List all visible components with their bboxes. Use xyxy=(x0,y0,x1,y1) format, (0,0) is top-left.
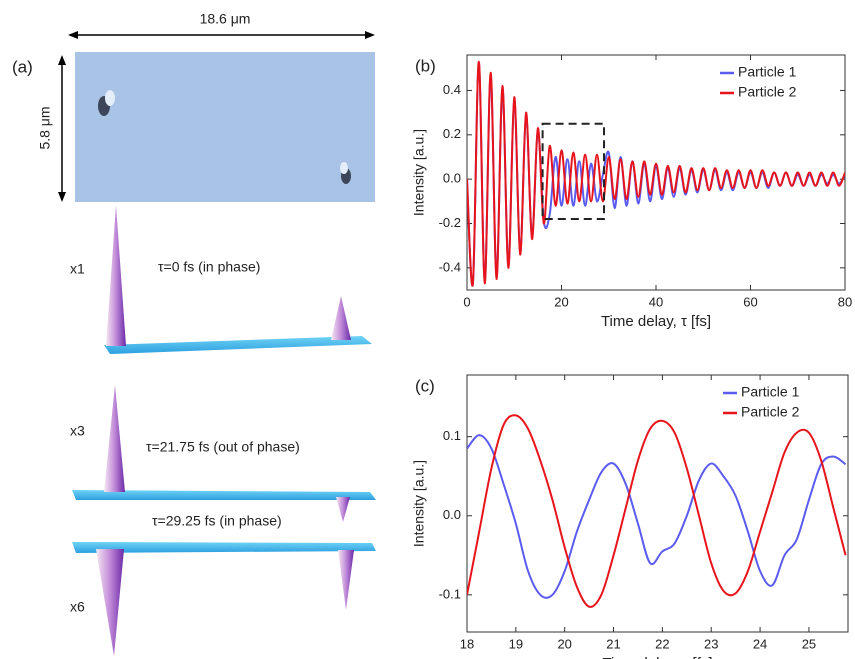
scale-label: x6 xyxy=(70,599,85,615)
particle-highlight xyxy=(340,162,348,174)
y-tick-label: 0.4 xyxy=(443,82,461,97)
arrow-head xyxy=(365,31,375,39)
scale-label: x3 xyxy=(70,423,85,439)
x-tick-label: 0 xyxy=(463,294,470,309)
dip xyxy=(336,497,350,522)
x-tick-label: 25 xyxy=(802,636,816,651)
peak xyxy=(331,296,351,340)
plot-frame xyxy=(466,374,849,633)
y-tick-label: 0.2 xyxy=(443,126,461,141)
panel-label: (b) xyxy=(415,56,436,75)
y-tick-label: -0.2 xyxy=(439,215,461,230)
y-tick-label: 0.0 xyxy=(443,171,461,186)
x-tick-label: 18 xyxy=(460,636,474,651)
afm-image xyxy=(75,52,375,202)
x-tick-label: 22 xyxy=(655,636,669,651)
width-label: 18.6 μm xyxy=(200,11,251,27)
legend-label: Particle 2 xyxy=(738,84,797,100)
height-label: 5.8 μm xyxy=(37,106,53,149)
dip xyxy=(338,550,354,610)
legend-label: Particle 1 xyxy=(738,64,797,80)
peak xyxy=(106,205,126,346)
scale-label: x1 xyxy=(70,261,85,277)
series-line xyxy=(467,60,845,287)
x-tick-label: 60 xyxy=(743,294,757,309)
series-line xyxy=(467,414,847,608)
frame-caption: τ=21.75 fs (out of phase) xyxy=(146,439,300,455)
x-tick-label: 40 xyxy=(649,294,663,309)
surface xyxy=(104,336,372,354)
x-tick-label: 20 xyxy=(554,294,568,309)
x-tick-label: 19 xyxy=(509,636,523,651)
y-tick-label: 0.0 xyxy=(443,507,461,522)
legend-label: Particle 2 xyxy=(741,404,800,420)
y-tick-label: -0.1 xyxy=(439,586,461,601)
y-tick-label: -0.4 xyxy=(439,259,461,274)
panel-label: (c) xyxy=(415,376,435,395)
arrow-head xyxy=(58,192,66,202)
legend-label: Particle 1 xyxy=(741,384,800,400)
particle-highlight xyxy=(105,90,115,106)
series-line xyxy=(467,434,847,599)
surface xyxy=(72,490,376,500)
surface xyxy=(72,542,376,553)
x-axis-label: Time delay, τ [fs] xyxy=(601,313,711,330)
dip xyxy=(96,549,124,656)
x-tick-label: 24 xyxy=(753,636,767,651)
highlight-box xyxy=(541,122,606,221)
y-tick-label: 0.1 xyxy=(443,428,461,443)
y-axis-label: Intensity [a.u.] xyxy=(411,129,427,216)
x-tick-label: 23 xyxy=(704,636,718,651)
frame-caption: τ=29.25 fs (in phase) xyxy=(152,513,282,529)
x-axis-label: Time delay, τ [fs] xyxy=(602,655,712,659)
y-axis-label: Intensity [a.u.] xyxy=(411,460,427,547)
x-tick-label: 20 xyxy=(557,636,571,651)
arrow-head xyxy=(58,55,66,65)
panel-a: (a) 18.6 μm 5.8 μm x1 τ=0 fs (in phase) … xyxy=(12,11,376,656)
x-tick-label: 80 xyxy=(838,294,852,309)
frame-caption: τ=0 fs (in phase) xyxy=(158,259,260,275)
x-tick-label: 21 xyxy=(606,636,620,651)
peak xyxy=(104,385,125,492)
arrow-head xyxy=(68,31,78,39)
panel-label: (a) xyxy=(12,57,33,76)
